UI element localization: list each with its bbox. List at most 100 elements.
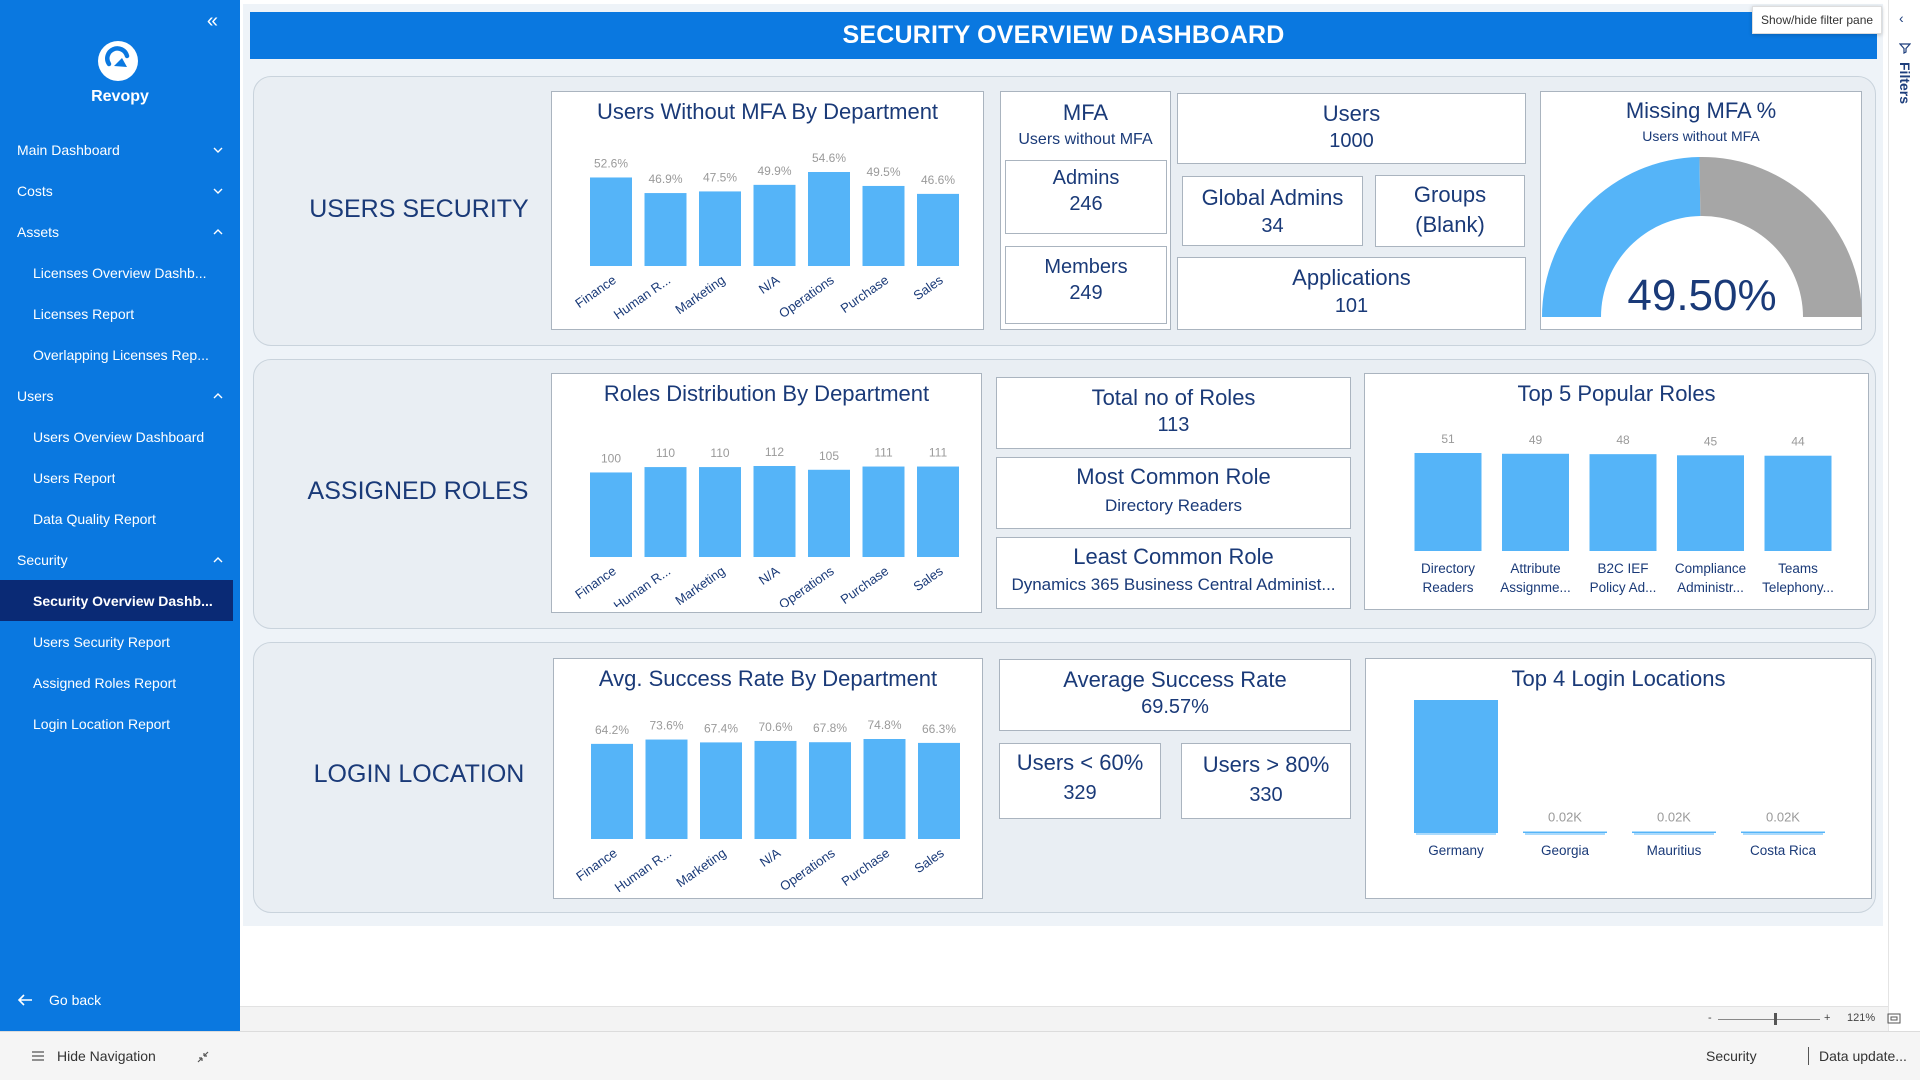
bar-value-label: 0.02K (1548, 810, 1582, 825)
applications-card: Applications 101 (1177, 257, 1526, 330)
bar[interactable] (863, 739, 906, 839)
bar[interactable] (862, 185, 905, 266)
data-update-label[interactable]: Data update... (1819, 1048, 1907, 1064)
success-dept-bars: 64.2% Finance 73.6% Human R... 67.4% Marketin… (573, 718, 960, 892)
bar[interactable] (644, 467, 687, 557)
fit-to-page-icon[interactable] (1887, 1013, 1901, 1024)
bar[interactable] (1414, 453, 1482, 551)
roles-by-department-chart[interactable]: Roles Distribution By Department 100 Fina… (551, 373, 982, 613)
bar[interactable] (644, 193, 687, 266)
bar[interactable] (809, 742, 851, 839)
revopy-logo (98, 41, 138, 81)
bar-value-label: 110 (710, 446, 729, 460)
gauge-remaining-arc (1699, 157, 1862, 317)
nav-item[interactable]: Users Overview Dashboard (0, 416, 240, 457)
zoom-slider-track[interactable] (1718, 1019, 1820, 1020)
total-roles-label: Total no of Roles (1091, 385, 1256, 410)
chevron-up-icon[interactable] (212, 226, 224, 238)
bar[interactable] (753, 184, 796, 266)
top-5-roles-chart[interactable]: Top 5 Popular Roles 51 Directory Readers 49… (1364, 373, 1869, 610)
bar[interactable] (917, 193, 959, 266)
members-label: Members (1044, 256, 1128, 278)
mfa-subtitle: Users without MFA (1018, 131, 1153, 148)
category-label: Sales (910, 272, 946, 303)
bar[interactable] (1741, 831, 1825, 833)
bar[interactable] (699, 467, 741, 557)
bar[interactable] (1632, 831, 1716, 833)
nav-item[interactable]: Users Report (0, 457, 240, 498)
bar-value-label: 44 (1791, 435, 1805, 449)
filters-label[interactable]: Filters (1897, 62, 1913, 105)
bar[interactable] (1677, 455, 1744, 551)
go-back-button[interactable]: Go back (17, 992, 101, 1008)
nav-item-label: Users Report (33, 469, 116, 486)
category-label: Operations (777, 845, 838, 892)
bar[interactable] (1523, 831, 1607, 833)
bar[interactable] (753, 466, 796, 557)
nav-item[interactable]: Security (0, 539, 240, 580)
filter-pane-rail[interactable]: ‹ Filters (1888, 0, 1920, 1031)
bar-value-label: 49 (1529, 433, 1543, 447)
users-card: Users 1000 (1177, 93, 1526, 164)
chevron-up-icon[interactable] (212, 390, 224, 402)
category-label: Sales (911, 845, 947, 876)
nav-item[interactable]: Licenses Report (0, 293, 240, 334)
nav-item[interactable]: Costs (0, 170, 240, 211)
status-divider (1808, 1047, 1809, 1065)
bar[interactable] (700, 742, 742, 839)
hide-navigation-button[interactable]: Hide Navigation (31, 1048, 156, 1064)
chart-title: Avg. Success Rate By Department (598, 666, 938, 691)
bar[interactable] (645, 739, 688, 839)
success-rate-by-department-chart[interactable]: Avg. Success Rate By Department 64.2% Fin… (553, 658, 983, 899)
bar[interactable] (808, 172, 850, 266)
chevron-down-icon[interactable] (212, 185, 224, 197)
bar[interactable] (591, 743, 633, 839)
nav-item[interactable]: Security Overview Dashb... (0, 580, 233, 621)
zoom-in-button[interactable]: + (1824, 1012, 1831, 1024)
top-4-login-locations-chart[interactable]: Top 4 Login Locations 5.62KGermany0.02KG… (1365, 658, 1872, 899)
dashboard-title: SECURITY OVERVIEW DASHBOARD (250, 12, 1877, 59)
chevron-down-icon[interactable] (212, 144, 224, 156)
nav-item[interactable]: Main Dashboard (0, 129, 240, 170)
bar[interactable] (917, 466, 959, 557)
category-label: Assignme... (1500, 580, 1571, 595)
chevron-up-icon[interactable] (212, 554, 224, 566)
nav-item[interactable]: Assigned Roles Report (0, 662, 240, 703)
nav-item[interactable]: Login Location Report (0, 703, 240, 744)
category-label: Operations (776, 272, 837, 321)
category-label: Teams (1778, 561, 1818, 576)
bar[interactable] (754, 740, 797, 839)
bar[interactable] (1589, 454, 1657, 551)
bar[interactable] (862, 466, 905, 557)
collapse-arrows-icon[interactable] (196, 1050, 210, 1064)
category-label: Marketing (672, 272, 727, 317)
bar[interactable] (1764, 455, 1832, 551)
users-below-60-card: Users < 60% 329 (999, 743, 1161, 819)
nav-item[interactable]: Users Security Report (0, 621, 240, 662)
filter-pane-tooltip: Show/hide filter pane (1752, 6, 1883, 34)
zoom-out-button[interactable]: - (1708, 1012, 1712, 1024)
nav-item[interactable]: Overlapping Licenses Rep... (0, 334, 240, 375)
missing-mfa-gauge-card[interactable]: Missing MFA % Users without MFA 49.50% (1540, 91, 1862, 330)
bar-value-label: 100 (601, 451, 621, 465)
bar[interactable] (699, 191, 741, 266)
nav-item[interactable]: Licenses Overview Dashb... (0, 252, 240, 293)
bar[interactable] (1502, 453, 1569, 551)
category-label: Readers (1422, 580, 1473, 595)
collapse-navigation-icon[interactable]: « (206, 10, 218, 32)
global-admins-value: 34 (1261, 215, 1284, 237)
avg-success-rate-value: 69.57% (1141, 696, 1209, 718)
bar[interactable] (918, 742, 960, 839)
global-admins-card: Global Admins 34 (1182, 176, 1363, 246)
nav-item[interactable]: Data Quality Report (0, 498, 240, 539)
nav-item[interactable]: Users (0, 375, 240, 416)
mfa-by-department-chart[interactable]: Users Without MFA By Department 52.6% Fin… (551, 91, 984, 330)
zoom-slider-handle[interactable] (1774, 1013, 1778, 1025)
chevron-left-icon[interactable]: ‹ (1899, 10, 1904, 26)
bar[interactable] (1414, 700, 1498, 833)
bar[interactable] (808, 469, 850, 557)
bar[interactable] (590, 177, 632, 266)
nav-item[interactable]: Assets (0, 211, 240, 252)
bar-value-label: 64.2% (595, 723, 629, 737)
bar[interactable] (590, 472, 632, 557)
